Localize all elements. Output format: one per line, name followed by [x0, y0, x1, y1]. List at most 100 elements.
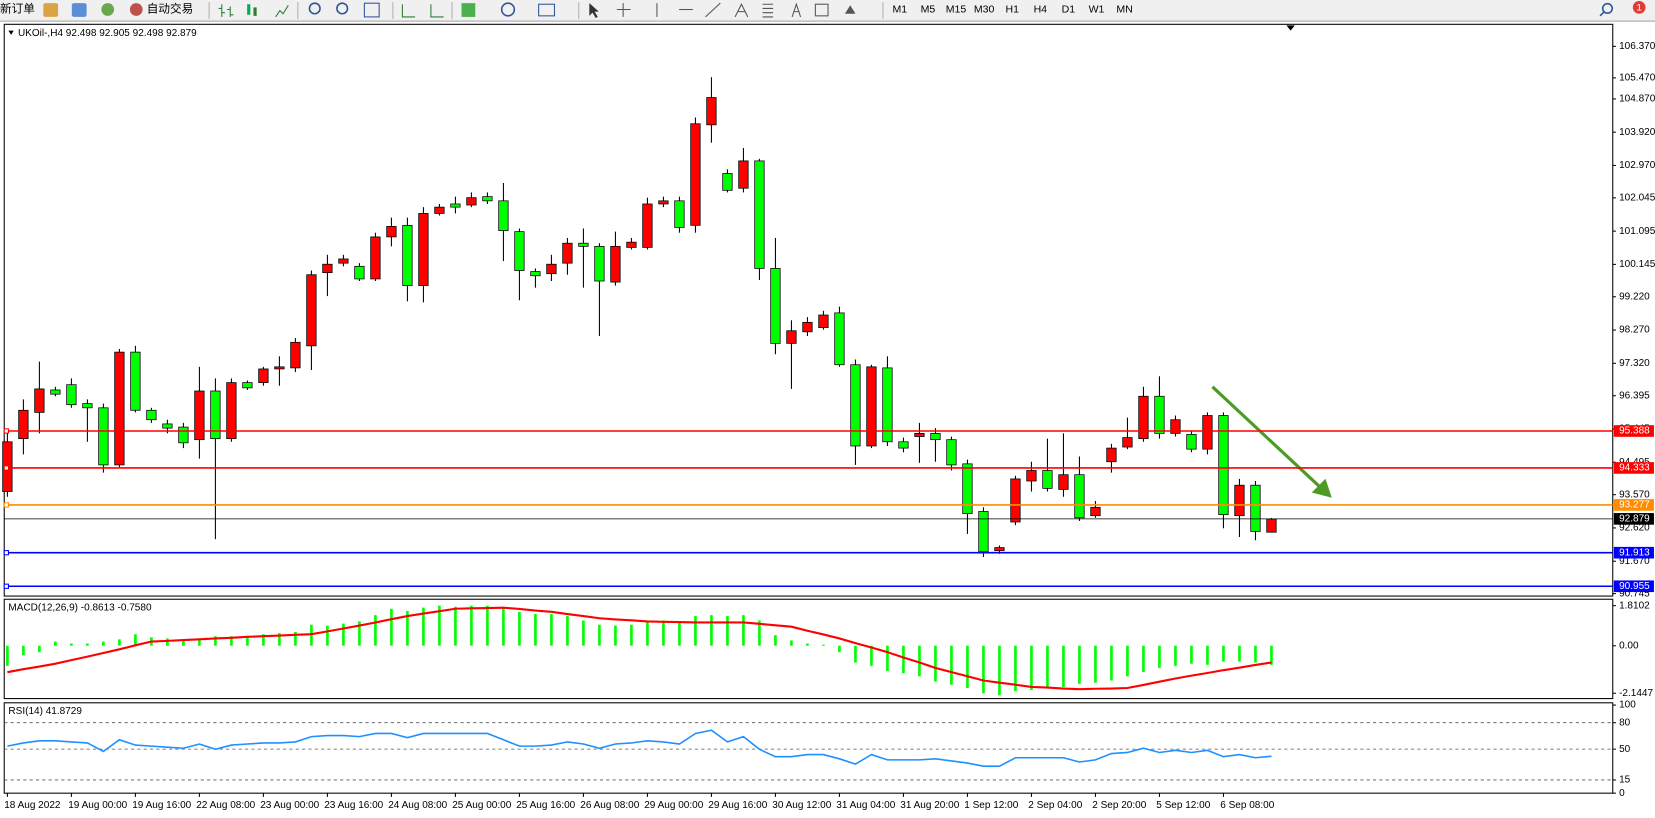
candle-body — [1218, 415, 1229, 516]
signal-readout: -0.7580 — [118, 602, 152, 613]
new-order-button[interactable]: 新订单 — [0, 2, 35, 16]
candle-chart-button[interactable] — [253, 7, 257, 16]
candle-body — [450, 203, 461, 208]
timeframe-button[interactable]: MN — [1116, 3, 1132, 15]
high-readout: 92.905 — [99, 27, 130, 38]
timeframe-button[interactable]: M15 — [946, 3, 967, 15]
symbol: UKOil-,H4 — [18, 27, 63, 38]
candle-body — [226, 382, 237, 440]
y-tick-label: 50 — [1619, 744, 1631, 755]
search-handle — [1599, 11, 1605, 17]
x-tick-label: 29 Aug 00:00 — [644, 800, 703, 811]
notification-badge[interactable] — [1632, 1, 1646, 14]
timeframe-button[interactable]: D1 — [1062, 3, 1076, 15]
x-tick-label: 18 Aug 2022 — [4, 800, 61, 811]
bar-chart-button[interactable] — [218, 4, 234, 17]
trendline-button[interactable] — [705, 2, 721, 18]
auto-trading-button[interactable]: 自动交易 — [129, 2, 193, 16]
price-label: 93.277 — [1619, 500, 1650, 511]
timeframe-button[interactable]: H1 — [1005, 3, 1019, 15]
candle-body — [1234, 484, 1245, 517]
candle-body — [466, 197, 477, 206]
channel-button[interactable] — [734, 3, 749, 18]
candle-body — [962, 463, 973, 514]
candle-body — [1074, 474, 1085, 519]
icon-button[interactable] — [71, 3, 87, 17]
x-tick-label: 2 Sep 20:00 — [1092, 800, 1146, 811]
y-tick-label: 1.8102 — [1619, 600, 1650, 611]
icon-button[interactable] — [43, 3, 59, 17]
trend-arrow — [1211, 385, 1332, 498]
candle-body — [706, 97, 717, 126]
toolbar: 新订单 自动交易 M1 M5 M15 M3 — [0, 0, 1655, 22]
price-label: 95.388 — [1619, 426, 1650, 437]
candle-body — [402, 224, 413, 286]
macd-signal-line — [7, 606, 1272, 691]
x-tick-label: 22 Aug 08:00 — [196, 800, 255, 811]
candle-body — [258, 368, 269, 383]
candle-body — [754, 160, 765, 269]
timeframe-button[interactable]: M5 — [921, 3, 936, 15]
y-tick-label: 98.270 — [1619, 325, 1650, 336]
x-tick-label: 2 Sep 04:00 — [1028, 800, 1082, 811]
price-label: 90.955 — [1619, 581, 1650, 592]
chart-shift-marker — [1286, 25, 1295, 31]
fibo-button[interactable] — [762, 3, 774, 18]
scroll-button[interactable] — [401, 4, 416, 18]
price-label-box — [1613, 513, 1654, 525]
candle-body — [1058, 474, 1069, 490]
price-label: 91.913 — [1619, 547, 1650, 558]
candle-body — [546, 263, 557, 275]
price-label-box — [1613, 580, 1654, 593]
zoom-in-button[interactable] — [308, 2, 321, 15]
candle-body — [626, 241, 637, 248]
candle-body — [770, 268, 781, 344]
periods-button[interactable] — [500, 2, 516, 17]
x-tick-label: 25 Aug 00:00 — [452, 800, 511, 811]
indicators-button[interactable] — [461, 3, 476, 17]
timeframe-button[interactable]: M1 — [893, 3, 908, 15]
candle-body — [1042, 470, 1053, 489]
crosshair-button[interactable] — [616, 3, 631, 17]
timeframe-button[interactable]: M30 — [974, 3, 995, 15]
price-label-box — [1613, 425, 1654, 437]
x-tick-label: 26 Aug 08:00 — [580, 800, 639, 811]
timeframe-button[interactable]: H4 — [1034, 3, 1048, 15]
text-button[interactable] — [791, 2, 802, 18]
y-tick-label: 104.870 — [1619, 94, 1655, 105]
price-label-box — [1613, 462, 1654, 474]
timeframe-button[interactable]: W1 — [1089, 3, 1105, 15]
y-tick-label: 91.670 — [1619, 556, 1650, 567]
cursor-button[interactable] — [589, 3, 599, 18]
y-tick-label: 100.145 — [1619, 259, 1655, 270]
y-tick-label: 96.395 — [1619, 390, 1650, 401]
line-chart-button[interactable] — [275, 5, 289, 18]
candle-body — [946, 439, 957, 466]
search-button[interactable] — [1601, 2, 1614, 15]
y-tick-label: 0.00 — [1619, 640, 1639, 651]
y-tick-label: 102.045 — [1619, 193, 1655, 204]
candle-chart-button[interactable] — [247, 4, 251, 15]
shift-button[interactable] — [430, 4, 444, 18]
open-readout: 92.498 — [66, 27, 97, 38]
icon-button[interactable] — [101, 3, 115, 16]
candle-body — [674, 200, 685, 228]
arrows-button[interactable] — [844, 5, 856, 14]
main-panel-frame — [3, 23, 1614, 597]
notification-count: 1 — [1637, 2, 1642, 13]
candle-body — [354, 265, 365, 280]
arrow-head — [1311, 478, 1332, 498]
x-tick-label: 19 Aug 00:00 — [68, 800, 127, 811]
tile-button[interactable] — [363, 2, 380, 18]
rsi-line — [7, 729, 1272, 768]
x-tick-label: 24 Aug 08:00 — [388, 800, 447, 811]
zoom-out-button[interactable] — [336, 2, 349, 15]
y-tick-label: 90.745 — [1619, 588, 1650, 599]
templates-button[interactable] — [538, 3, 556, 17]
label-button[interactable] — [814, 3, 829, 17]
candle-body — [802, 321, 813, 333]
candle-body — [866, 366, 877, 447]
candle-body — [98, 407, 109, 466]
